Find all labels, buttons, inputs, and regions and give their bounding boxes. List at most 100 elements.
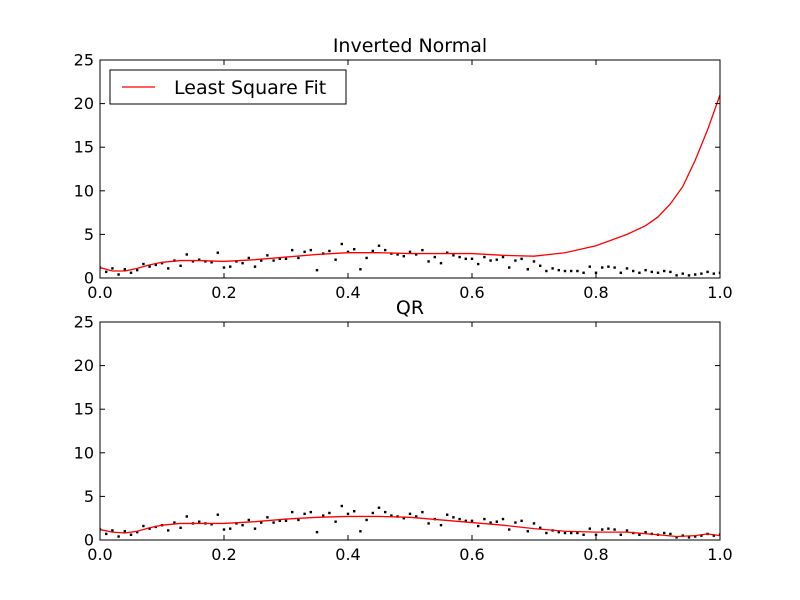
data-point (545, 531, 548, 535)
legend: Least Square Fit (109, 69, 347, 105)
data-point (446, 251, 449, 254)
data-point (532, 522, 536, 525)
data-point (681, 272, 684, 275)
data-point (229, 527, 232, 530)
data-point (687, 274, 691, 277)
data-point (266, 254, 269, 257)
data-point (322, 514, 325, 517)
data-point (148, 527, 151, 530)
data-point (185, 253, 188, 256)
data-point (483, 517, 486, 521)
data-point (625, 529, 629, 532)
data-point (117, 273, 120, 276)
x-tick-label: 0.8 (583, 545, 608, 564)
data-point (328, 511, 331, 515)
data-point (415, 515, 418, 518)
data-point (185, 515, 188, 518)
data-point (222, 266, 226, 269)
data-point (669, 270, 672, 274)
data-point (470, 257, 474, 261)
data-point (216, 513, 219, 516)
fit-line (100, 94, 720, 272)
plot-frame (99, 59, 721, 279)
data-point (315, 530, 319, 534)
data-point (644, 530, 647, 534)
data-point (588, 527, 591, 530)
y-tick-label: 5 (84, 225, 94, 244)
data-point (247, 518, 250, 522)
x-tick-label: 0.6 (459, 545, 484, 564)
data-point (136, 530, 139, 534)
data-point (390, 514, 393, 517)
data-point (291, 510, 294, 514)
data-point (365, 518, 368, 522)
data-point (663, 269, 666, 273)
data-point (191, 260, 195, 263)
data-point (464, 257, 467, 261)
data-point (526, 530, 529, 533)
data-point (415, 253, 418, 256)
data-point (303, 250, 306, 254)
data-point (365, 256, 368, 260)
data-point (167, 267, 170, 270)
data-point (198, 520, 201, 523)
data-point (557, 530, 560, 534)
data-point (359, 530, 362, 533)
data-point (446, 513, 449, 516)
data-point (470, 519, 474, 523)
data-point (483, 255, 486, 259)
data-point (582, 533, 585, 536)
data-point (235, 260, 238, 263)
y-tick-label: 15 (74, 138, 94, 157)
data-point (514, 521, 517, 524)
data-point (452, 516, 455, 519)
chart-title-inverted-normal: Inverted Normal (333, 35, 487, 57)
data-point (160, 261, 164, 265)
data-point (179, 526, 182, 529)
data-point (582, 271, 585, 274)
data-point (309, 248, 312, 252)
x-tick-label: 0.8 (583, 283, 608, 302)
data-point (539, 526, 542, 529)
data-point (570, 269, 573, 273)
chart-title-qr: QR (396, 297, 424, 319)
data-point (260, 521, 263, 524)
data-point (638, 533, 641, 536)
data-point (718, 271, 720, 274)
data-point (340, 504, 343, 508)
data-point (371, 511, 374, 515)
data-point (594, 533, 598, 536)
data-point (508, 528, 511, 531)
y-tick-label: 0 (84, 531, 94, 550)
data-point (303, 512, 306, 516)
data-point (328, 249, 331, 253)
data-point (706, 270, 709, 274)
data-point (452, 254, 455, 257)
data-point (588, 265, 591, 268)
data-point (489, 259, 492, 262)
data-point (229, 265, 232, 268)
data-point (439, 261, 443, 265)
x-tick-label: 0.2 (211, 545, 236, 564)
x-tick-label: 1.0 (707, 545, 732, 564)
data-point (154, 263, 157, 267)
y-tick-label: 20 (74, 356, 94, 375)
data-point (675, 536, 678, 539)
data-point (309, 510, 312, 514)
data-point (526, 268, 529, 271)
data-point (514, 259, 517, 262)
data-point (650, 270, 653, 274)
data-point (694, 273, 697, 276)
data-point (241, 523, 244, 527)
data-point (253, 265, 257, 268)
data-point (278, 257, 281, 261)
legend-box (109, 69, 347, 105)
data-point (284, 257, 288, 261)
fit-line (100, 515, 720, 538)
data-point (563, 531, 567, 535)
y-tick-label: 10 (74, 443, 94, 462)
data-point (272, 259, 275, 262)
data-point (105, 532, 108, 536)
data-point (545, 269, 548, 273)
data-point (644, 268, 647, 272)
